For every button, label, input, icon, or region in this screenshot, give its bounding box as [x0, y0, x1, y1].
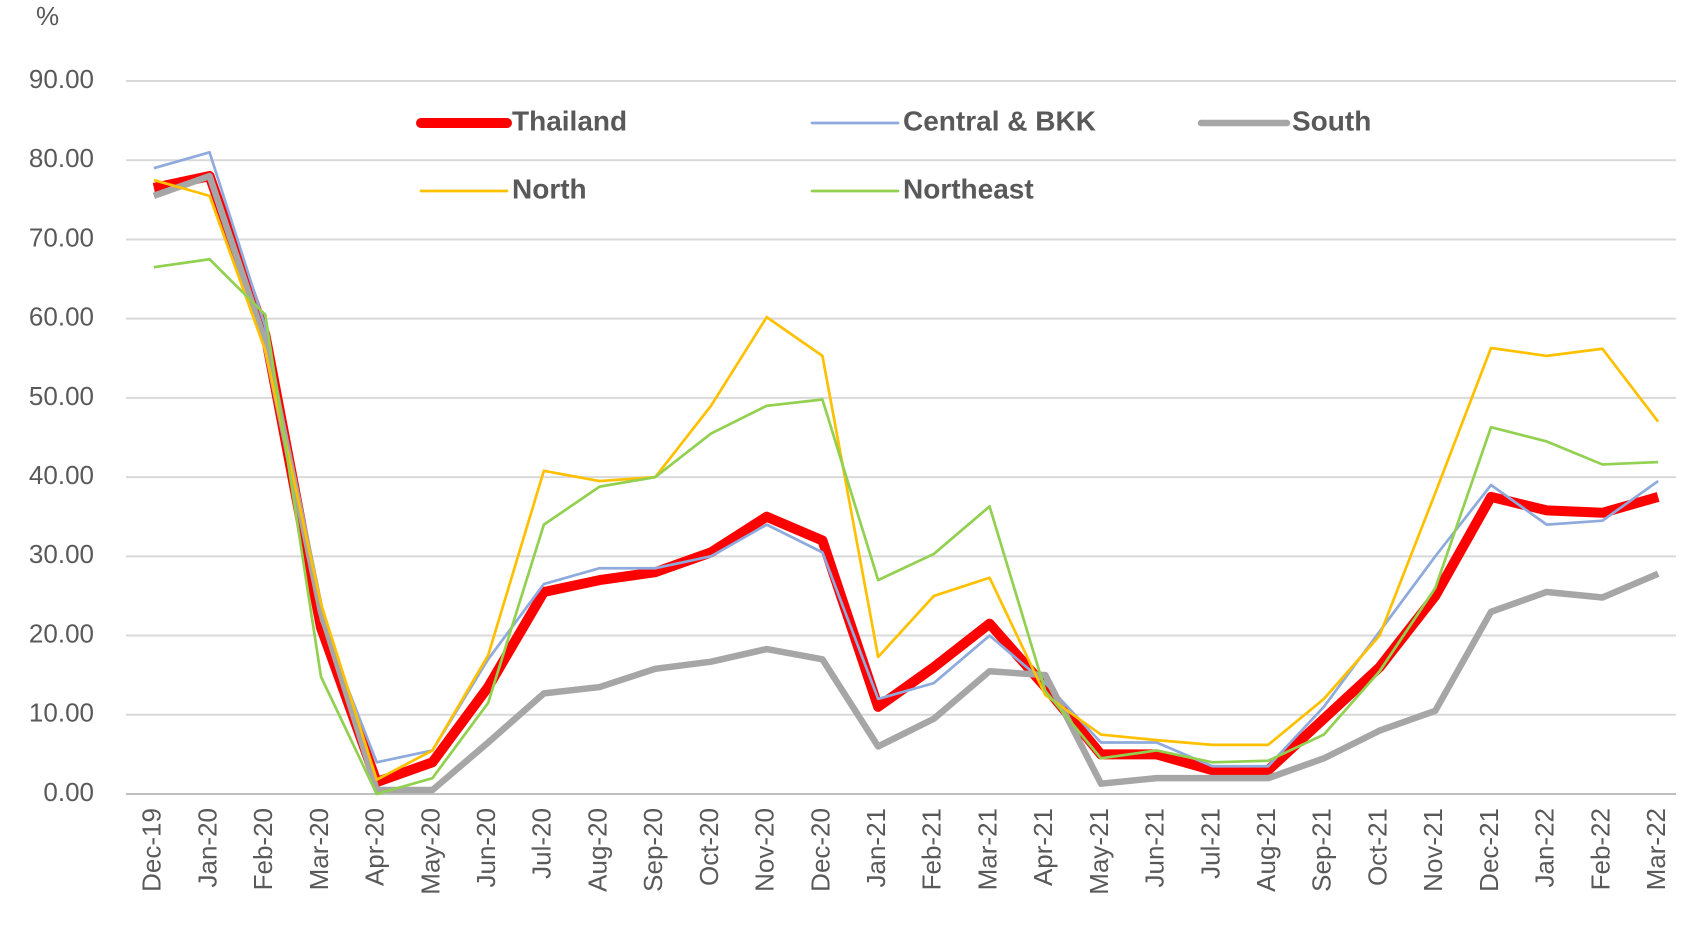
- x-tick-label: Jan-22: [1530, 808, 1560, 888]
- x-tick-label: Mar-20: [304, 808, 334, 890]
- legend-label: South: [1292, 105, 1371, 136]
- x-tick-label: Aug-20: [582, 808, 612, 892]
- y-axis-label: %: [36, 1, 59, 31]
- x-tick-label: Jun-20: [471, 808, 501, 888]
- x-tick-label: Mar-21: [972, 808, 1002, 890]
- legend-label: North: [512, 173, 587, 204]
- x-tick-label: Dec-19: [137, 808, 167, 892]
- series-line: [152, 172, 1660, 794]
- x-tick-label: Sep-20: [638, 808, 668, 892]
- y-tick-label: 40.00: [29, 460, 94, 490]
- y-tick-label: 50.00: [29, 381, 94, 411]
- x-tick-label: Oct-20: [694, 808, 724, 886]
- series-line: [153, 257, 1659, 796]
- x-tick-label: Feb-20: [248, 808, 278, 890]
- x-tick-label: Jul-21: [1195, 808, 1225, 879]
- x-tick-label: Jul-20: [527, 808, 557, 879]
- x-tick-label: Nov-21: [1418, 808, 1448, 892]
- x-tick-label: Feb-21: [917, 808, 947, 890]
- x-tick-label: Jan-20: [192, 808, 222, 888]
- legend-label: Thailand: [512, 105, 627, 136]
- x-tick-label: May-21: [1084, 808, 1114, 895]
- x-tick-label: Dec-20: [805, 808, 835, 892]
- x-tick-label: Oct-21: [1362, 808, 1392, 886]
- x-tick-label: Jun-21: [1140, 808, 1170, 888]
- series-line: [153, 150, 1659, 768]
- x-tick-label: Sep-21: [1307, 808, 1337, 892]
- x-tick-label: May-20: [415, 808, 445, 895]
- x-tick-label: Mar-22: [1641, 808, 1671, 890]
- y-tick-label: 90.00: [29, 64, 94, 94]
- x-tick-label: Apr-20: [360, 808, 390, 886]
- y-tick-label: 60.00: [29, 302, 94, 332]
- y-tick-label: 80.00: [29, 143, 94, 173]
- y-tick-label: 0.00: [43, 777, 94, 807]
- x-tick-label: Jan-21: [861, 808, 891, 888]
- x-tick-label: Dec-21: [1474, 808, 1504, 892]
- legend-label: Central & BKK: [903, 105, 1096, 136]
- y-tick-label: 20.00: [29, 618, 94, 648]
- y-tick-label: 70.00: [29, 222, 94, 252]
- x-tick-label: Apr-21: [1028, 808, 1058, 886]
- series-line: [153, 178, 1660, 782]
- x-tick-label: Nov-20: [750, 808, 780, 892]
- y-tick-label: 30.00: [29, 539, 94, 569]
- x-tick-label: Aug-21: [1251, 808, 1281, 892]
- legend-label: Northeast: [903, 173, 1034, 204]
- x-tick-label: Feb-22: [1585, 808, 1615, 890]
- y-tick-label: 10.00: [29, 698, 94, 728]
